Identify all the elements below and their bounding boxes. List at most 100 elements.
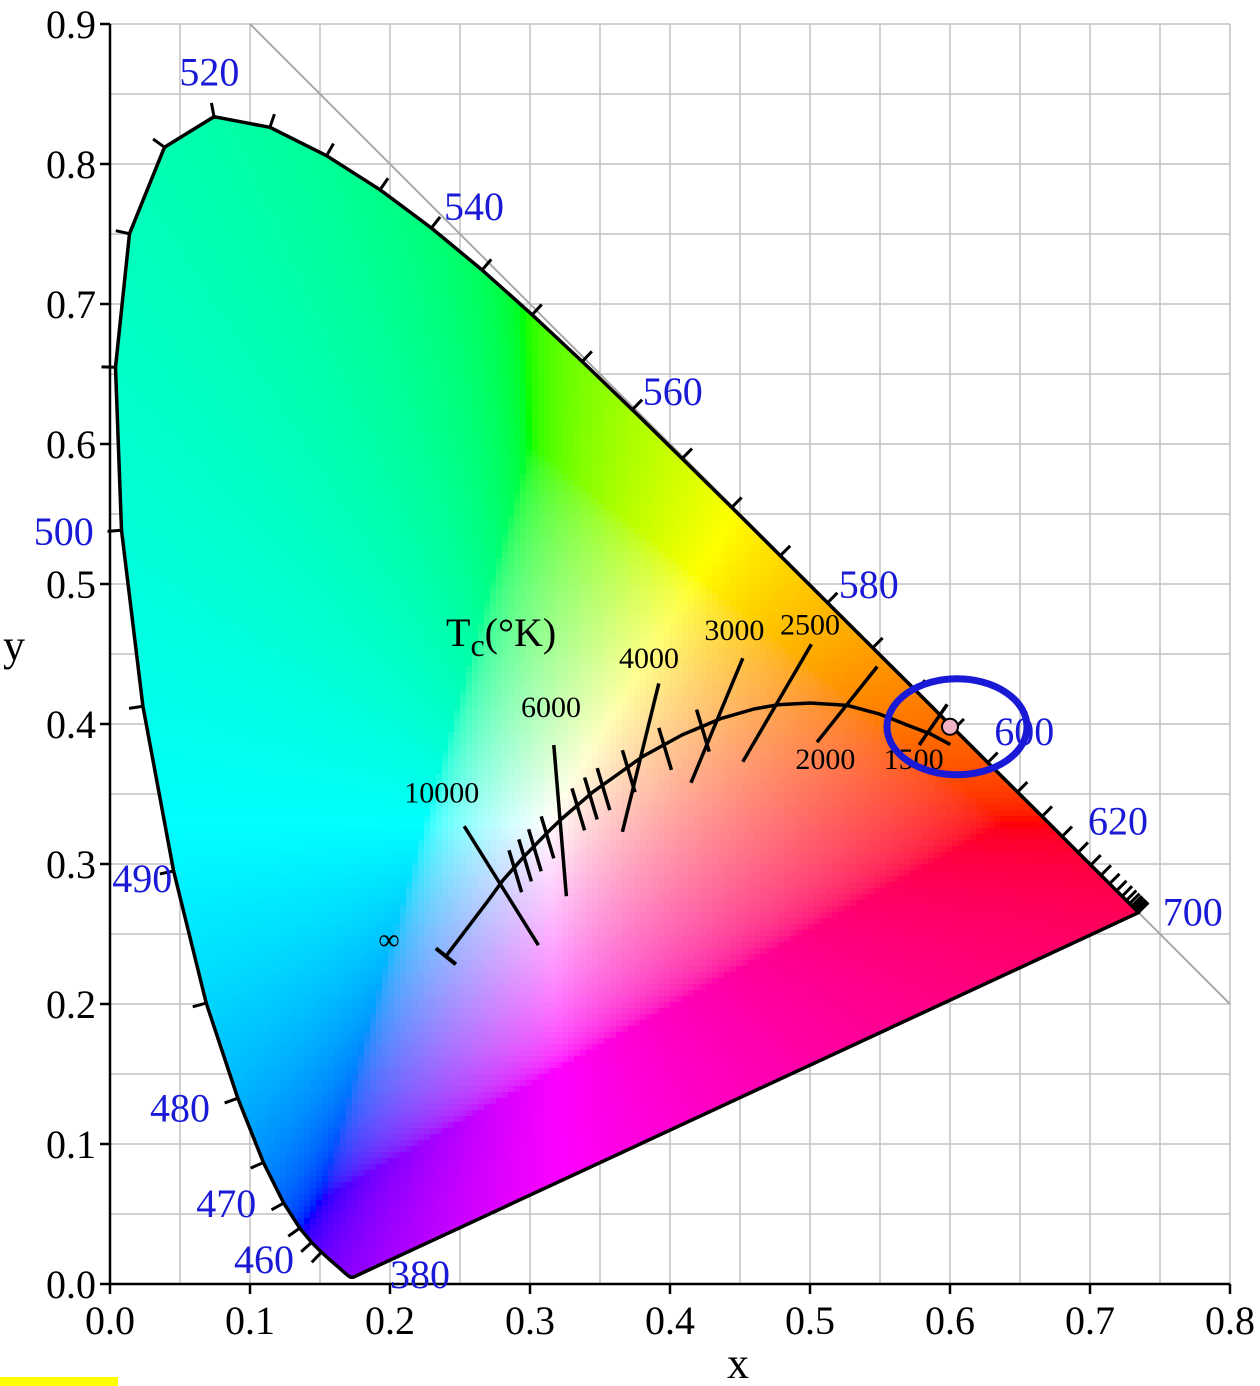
gamut-cell <box>334 36 341 43</box>
gamut-cell <box>1072 132 1079 139</box>
gamut-cell <box>1006 126 1013 133</box>
gamut-cell <box>502 48 509 55</box>
gamut-cell <box>148 120 155 127</box>
gamut-cell <box>1114 60 1121 67</box>
gamut-cell <box>496 0 503 7</box>
gamut-cell <box>658 116 665 121</box>
gamut-cell <box>460 0 467 7</box>
gamut-cell <box>1096 36 1103 43</box>
gamut-cell <box>610 0 617 7</box>
gamut-cell <box>160 162 167 169</box>
gamut-cell <box>844 116 851 121</box>
gamut-cell <box>436 116 443 121</box>
gamut-cell <box>1006 6 1013 13</box>
gamut-cell <box>772 116 779 121</box>
gamut-cell <box>928 54 935 61</box>
gamut-cell <box>868 156 875 163</box>
gamut-cell <box>1114 108 1121 115</box>
gamut-cell <box>478 36 485 43</box>
gamut-cell <box>172 126 179 133</box>
gamut-cell <box>760 126 767 133</box>
gamut-cell <box>280 6 287 13</box>
gamut-cell <box>538 48 545 55</box>
gamut-cell <box>658 0 665 7</box>
gamut-cell <box>154 60 161 67</box>
gamut-cell <box>676 0 683 7</box>
gamut-cell <box>814 138 821 145</box>
gamut-cell <box>1150 66 1157 73</box>
gamut-cell <box>412 60 419 67</box>
gamut-cell <box>1138 116 1139 121</box>
gamut-cell <box>772 66 779 73</box>
gamut-cell <box>1048 6 1055 13</box>
gamut-cell <box>724 0 731 7</box>
gamut-cell <box>226 156 233 163</box>
gamut-cell <box>892 66 899 73</box>
gamut-cell <box>1042 42 1049 49</box>
gamut-cell <box>190 150 197 157</box>
gamut-cell <box>820 42 827 49</box>
gamut-cell <box>256 162 263 169</box>
gamut-cell <box>160 72 167 79</box>
gamut-cell <box>490 54 497 61</box>
gamut-cell <box>712 60 719 67</box>
gamut-cell <box>262 116 269 121</box>
gamut-cell <box>232 0 239 7</box>
gamut-cell <box>874 0 881 7</box>
gamut-cell <box>442 0 449 7</box>
gamut-cell <box>1108 42 1115 49</box>
gamut-cell <box>700 150 707 157</box>
gamut-cell <box>1012 30 1019 37</box>
gamut-cell <box>508 108 515 115</box>
gamut-cell <box>136 78 143 85</box>
gamut-cell <box>1126 96 1133 103</box>
gamut-cell <box>808 60 815 67</box>
gamut-cell <box>460 150 467 157</box>
gamut-cell <box>826 116 833 121</box>
gamut-cell <box>1012 132 1019 139</box>
gamut-cell <box>886 144 893 151</box>
gamut-cell <box>1048 96 1055 103</box>
gamut-cell <box>244 162 251 169</box>
gamut-cell <box>700 36 707 43</box>
gamut-cell <box>742 30 749 37</box>
gamut-cell <box>580 150 587 157</box>
gamut-cell <box>292 144 299 151</box>
gamut-cell <box>514 132 521 139</box>
gamut-cell <box>1150 12 1157 19</box>
gamut-cell <box>1024 108 1031 115</box>
gamut-cell <box>280 120 287 127</box>
gamut-cell <box>766 0 773 7</box>
gamut-cell <box>682 84 689 91</box>
gamut-cell <box>172 96 179 103</box>
gamut-cell <box>772 132 779 139</box>
gamut-cell <box>658 96 665 103</box>
gamut-cell <box>772 78 779 85</box>
gamut-cell <box>982 84 989 91</box>
gamut-cell <box>748 96 755 103</box>
gamut-cell <box>280 78 287 85</box>
gamut-cell <box>118 168 125 175</box>
gamut-cell <box>322 116 329 121</box>
gamut-cell <box>1030 156 1037 163</box>
gamut-cell <box>772 0 779 7</box>
gamut-cell <box>670 12 677 19</box>
gamut-cell <box>892 150 899 157</box>
gamut-cell <box>820 116 827 121</box>
gamut-cell <box>844 96 851 103</box>
gamut-cell <box>466 138 473 145</box>
gamut-cell <box>1126 144 1133 151</box>
gamut-cell <box>340 60 347 67</box>
gamut-cell <box>1138 96 1145 103</box>
gamut-cell <box>724 42 731 49</box>
gamut-cell <box>1030 126 1037 133</box>
gamut-cell <box>406 60 413 67</box>
gamut-cell <box>424 96 431 103</box>
gamut-cell <box>376 54 383 61</box>
gamut-cell <box>220 162 227 169</box>
gamut-cell <box>142 60 149 67</box>
gamut-cell <box>346 30 353 37</box>
gamut-cell <box>886 0 893 7</box>
gamut-cell <box>784 0 791 7</box>
gamut-cell <box>118 36 125 43</box>
